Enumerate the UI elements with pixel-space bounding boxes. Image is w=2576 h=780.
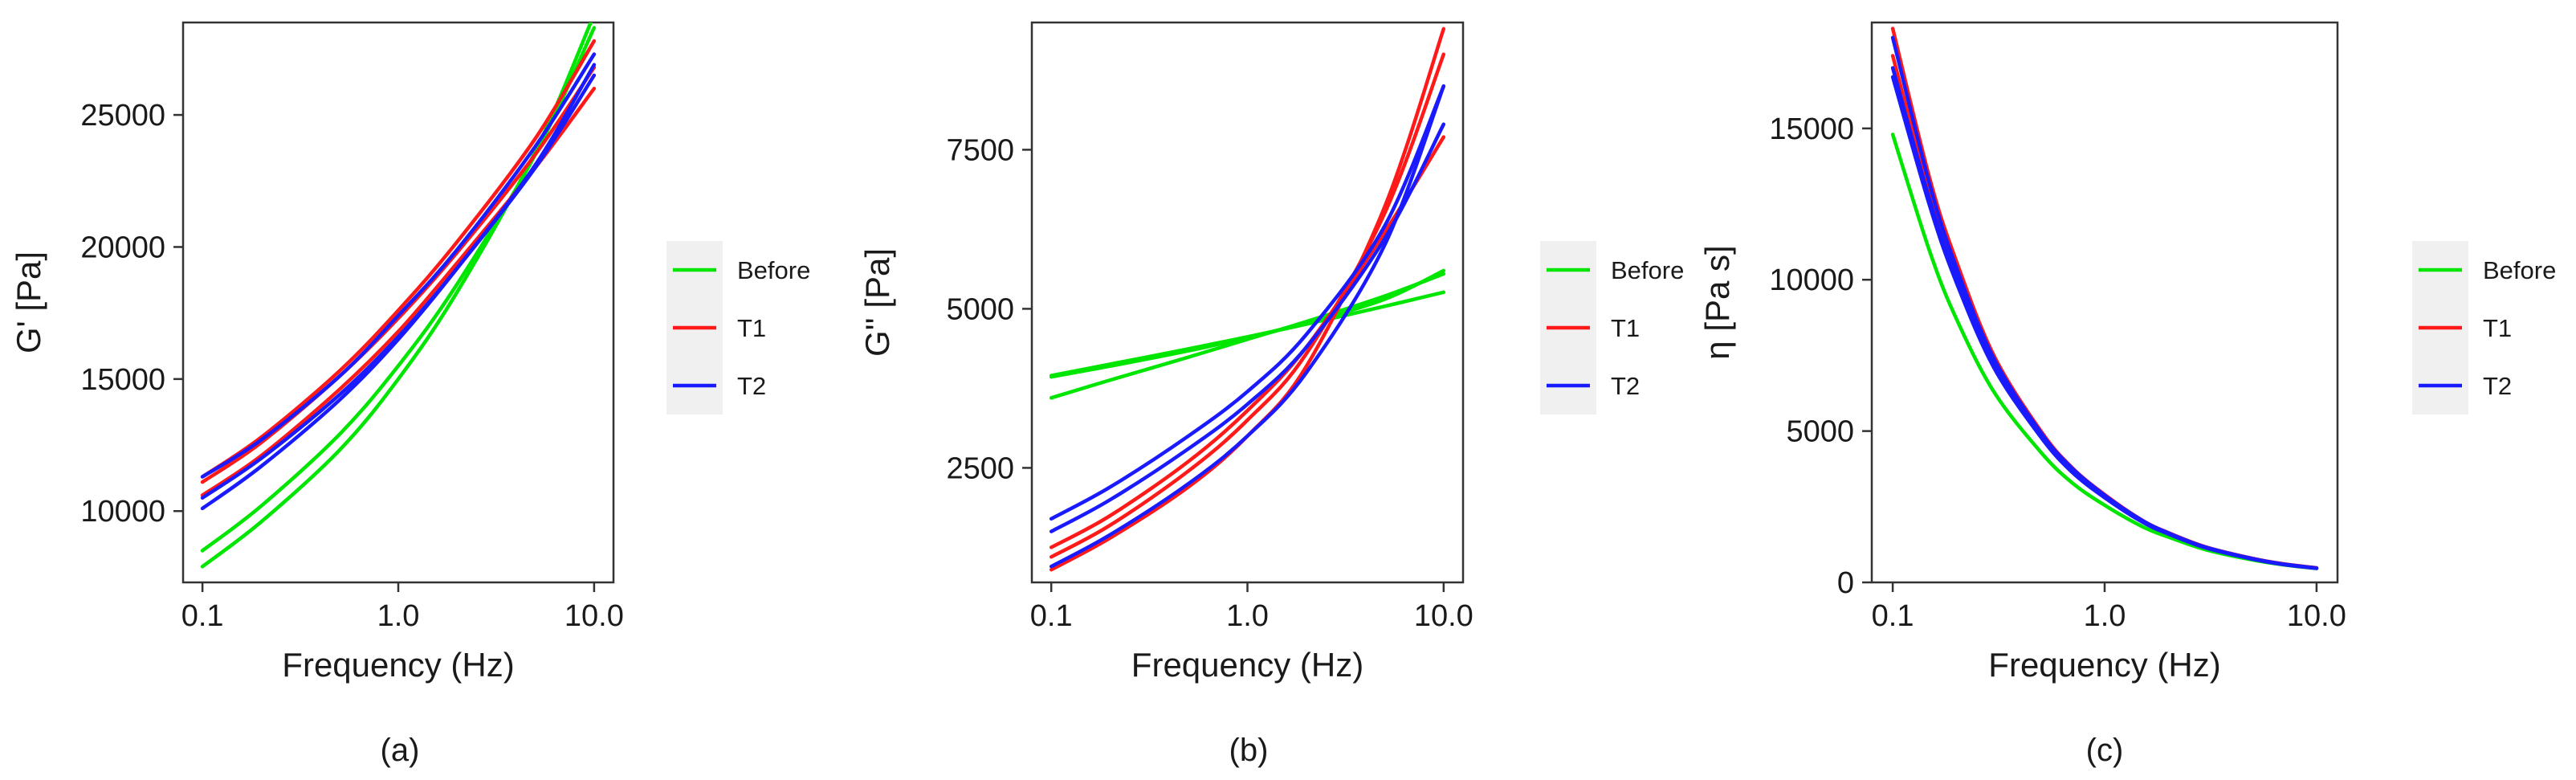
y-axis-title: G' [Pa] [10,251,47,353]
series-line-t2-6 [1890,35,2319,570]
series-line-t2-7 [1049,84,1446,521]
x-axis-title: Frequency (Hz) [1988,646,2220,684]
legend: Before T1 T2 [666,241,810,415]
series-line-t2-9 [1049,84,1446,569]
legend-label-before: Before [737,256,810,284]
series-lines [1049,27,1446,572]
y-axis-title: G'' [Pa] [858,248,896,357]
x-tick-label: 10.0 [2287,599,2346,633]
y-tick-label: 5000 [1786,415,1854,449]
x-tick-label: 1.0 [1226,599,1269,633]
y-tick-label: 7500 [946,133,1014,167]
x-axis-title: Frequency (Hz) [282,646,514,684]
series-line-t1-3 [200,39,597,479]
legend-label-t2: T2 [2483,372,2512,400]
series-line-t1-5 [1049,52,1446,559]
y-tick-label: 0 [1837,566,1854,600]
x-tick-label: 0.1 [181,599,224,633]
y-tick-label: 15000 [80,363,165,397]
series-line-t2-8 [1049,122,1446,533]
chart-panel-2: 0.1 1.0 10.0 2500 5000 7500 Frequency (Hz) G'' … [858,21,1684,768]
legend-label-t1: T1 [2483,314,2512,342]
x-tick-label: 0.1 [1872,599,1914,633]
y-tick-label: 15000 [1769,112,1854,146]
legend-label-t1: T1 [737,314,766,342]
y-tick-label: 5000 [946,292,1014,326]
legend: Before T1 T2 [2412,241,2556,415]
series-line-t1-4 [200,65,597,484]
x-tick-label: 1.0 [2084,599,2126,633]
x-axis-title: Frequency (Hz) [1131,646,1363,684]
y-tick-label: 10000 [80,495,165,529]
series-lines [1890,27,2319,570]
legend-label-t2: T2 [737,372,766,400]
panel-label: (b) [1229,733,1269,768]
y-tick-label: 20000 [80,231,165,264]
legend-label-t1: T1 [1611,314,1640,342]
y-tick-label: 10000 [1769,263,1854,297]
plot-frame [181,21,615,584]
y-tick-label: 25000 [80,99,165,133]
series-lines [200,22,597,569]
legend-label-before: Before [2483,256,2556,284]
series-line-t1-6 [1049,135,1446,549]
panel-label: (c) [2086,733,2124,768]
series-line-before-3 [1049,268,1446,379]
x-tick-label: 10.0 [1414,599,1473,633]
chart-panel-1: 0.1 1.0 10.0 10000 15000 20000 25000 Frequency … [10,21,810,768]
series-line-t2-6 [200,52,597,479]
y-axis-title: η [Pa s] [1698,245,1736,359]
panel-label: (a) [381,733,420,768]
legend: Before T1 T2 [1540,241,1684,415]
y-tick-label: 2500 [946,451,1014,485]
series-line-t2-8 [200,63,597,511]
chart-panel-3: 0.1 1.0 10.0 0 5000 10000 15000 Frequency (Hz) η… [1698,21,2556,768]
x-tick-label: 1.0 [377,599,420,633]
x-tick-label: 10.0 [565,599,624,633]
legend-label-before: Before [1611,256,1684,284]
x-tick-label: 0.1 [1030,599,1073,633]
legend-label-t2: T2 [1611,372,1640,400]
